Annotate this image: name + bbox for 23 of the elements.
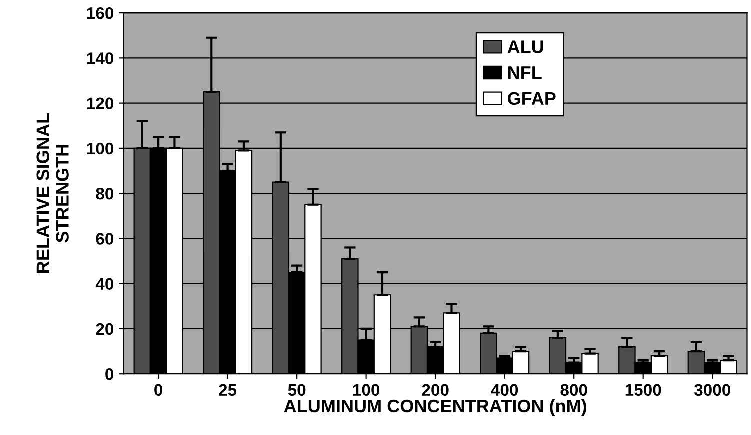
x-tick-label: 1500	[626, 384, 662, 396]
legend-label: GFAP	[508, 92, 556, 106]
y-tick-label: 100	[87, 142, 114, 155]
legend-label: NFL	[508, 66, 542, 80]
y-axis-title: RELATIVE SIGNAL STRENGTH	[36, 114, 69, 273]
x-tick-label: 25	[219, 384, 237, 396]
y-tick-label: 80	[96, 188, 114, 200]
x-tick-label: 3000	[694, 384, 730, 396]
x-tick-label: 200	[422, 384, 449, 396]
y-tick-label: 40	[96, 278, 114, 290]
x-tick-label: 400	[491, 384, 518, 396]
x-axis-title: ALUMINUM CONCENTRATION (nM)	[284, 399, 586, 416]
x-tick-label: 50	[288, 384, 306, 396]
x-tick-label: 800	[560, 384, 588, 396]
y-tick-label: 20	[96, 323, 114, 336]
x-tick-label: 0	[154, 384, 162, 396]
y-tick-label: 140	[87, 52, 114, 64]
y-tick-label: 0	[106, 368, 114, 380]
y-tick-label: 60	[96, 233, 114, 245]
y-tick-label: 120	[87, 98, 114, 110]
x-tick-label: 100	[353, 384, 380, 396]
y-tick-label: 160	[87, 7, 114, 20]
legend-label: ALU	[508, 40, 544, 54]
